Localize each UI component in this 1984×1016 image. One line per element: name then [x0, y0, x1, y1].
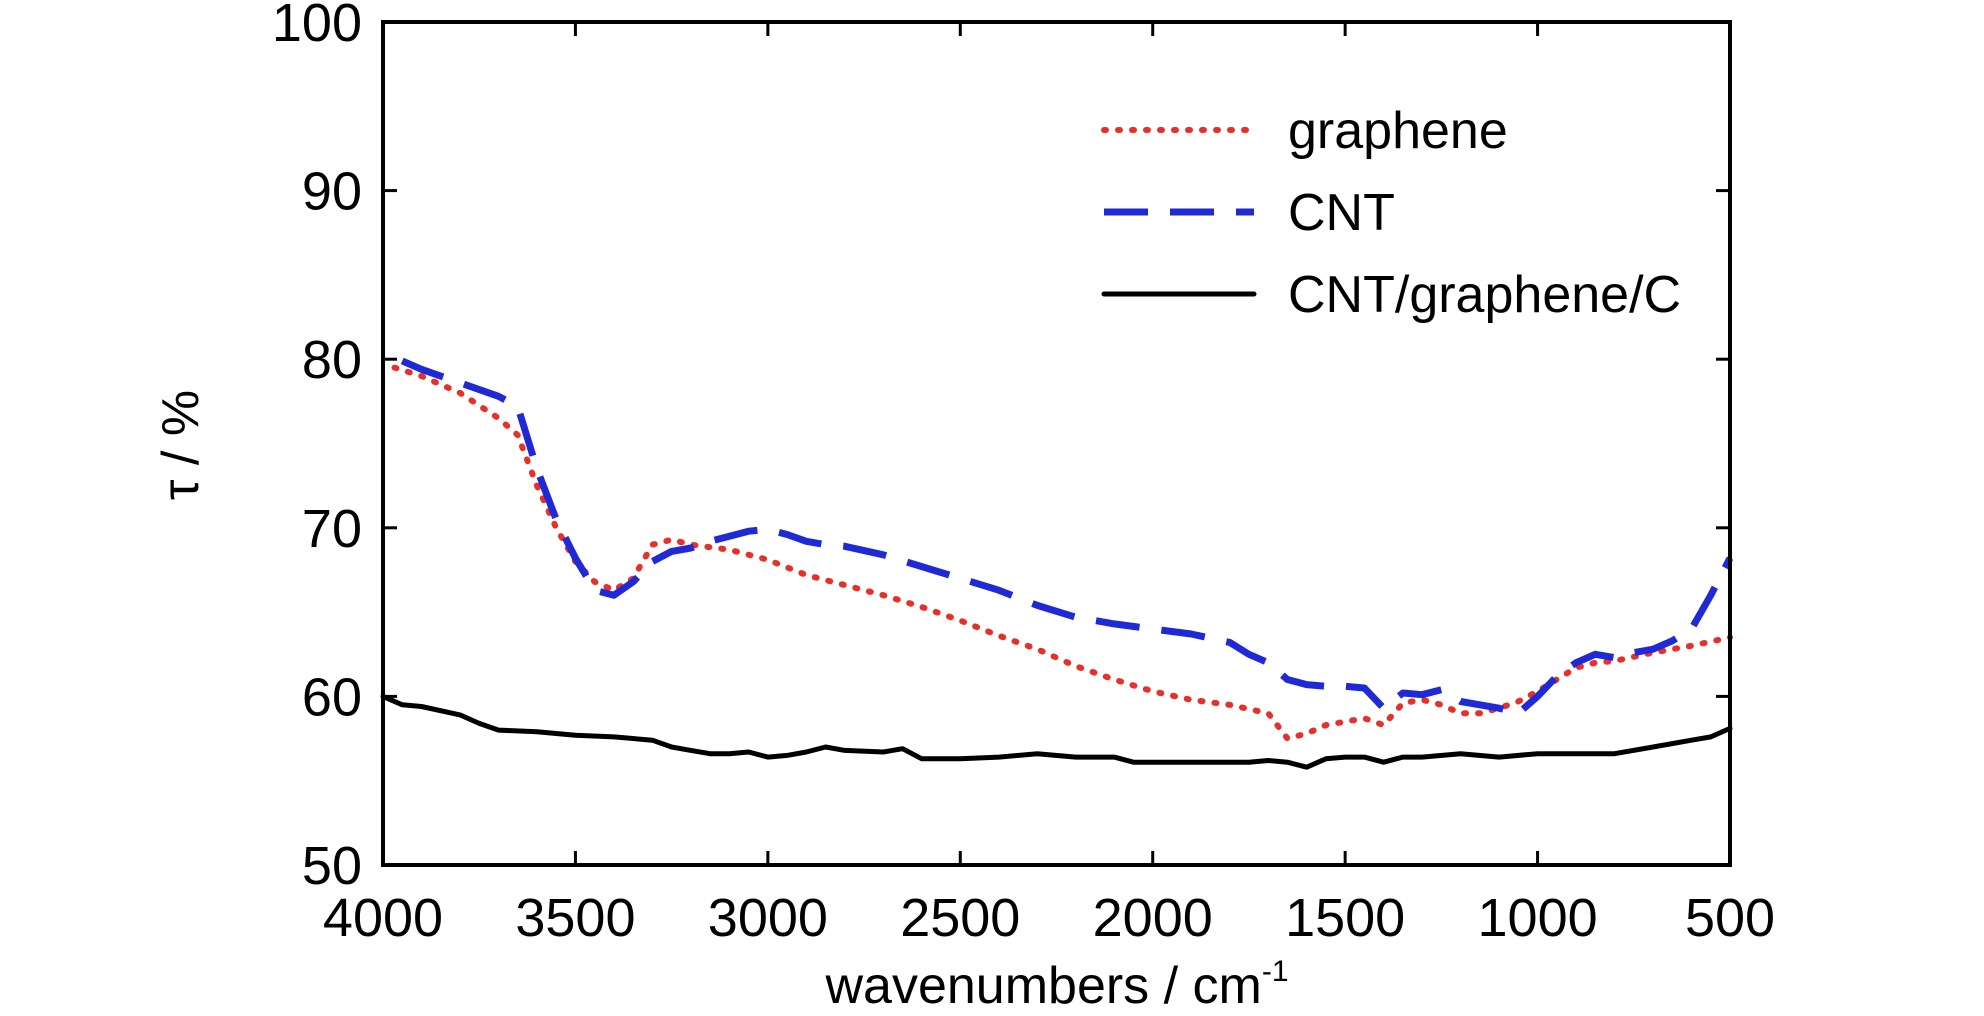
y-axis-label: τ / % — [152, 390, 210, 500]
y-tick-label: 90 — [302, 162, 362, 222]
y-tick-label: 70 — [302, 499, 362, 559]
x-tick-label: 2500 — [900, 888, 1020, 948]
x-axis-title: wavenumbers / cm-1 — [824, 955, 1288, 1015]
x-tick-label: 1000 — [1478, 888, 1598, 948]
y-tick-label: 50 — [302, 836, 362, 896]
legend: graphene CNT CNT/graphene/C — [1101, 102, 1681, 324]
x-tick-label: 4000 — [323, 888, 443, 948]
x-tick-label: 1500 — [1285, 888, 1405, 948]
x-tick-label: 3500 — [515, 888, 635, 948]
y-axis: 50 60 70 80 90 100 — [272, 0, 1730, 896]
svg-text:wavenumbers / cm-1: wavenumbers / cm-1 — [824, 955, 1288, 1015]
axes-frame — [381, 20, 1732, 867]
x-axis-label: wavenumbers / cm — [824, 957, 1261, 1015]
series-line-cnt — [400, 357, 1734, 717]
x-tick-label: 3000 — [708, 888, 828, 948]
legend-label-graphene: graphene — [1288, 102, 1508, 160]
x-axis: 4000 3500 3000 2500 2000 1500 1000 500 — [323, 22, 1775, 948]
legend-label-cnt-graphene-c: CNT/graphene/C — [1288, 266, 1681, 324]
series-line-cnt-graphene-c — [380, 693, 1733, 770]
series-line-graphene — [391, 364, 1733, 742]
x-tick-label: 500 — [1685, 888, 1775, 948]
y-tick-label: 80 — [302, 330, 362, 390]
y-tick-label: 60 — [302, 667, 362, 727]
legend-label-cnt: CNT — [1288, 184, 1395, 242]
y-tick-label: 100 — [272, 0, 362, 53]
x-axis-label-superscript: -1 — [1262, 955, 1289, 988]
plot-area — [380, 357, 1734, 770]
x-tick-label: 2000 — [1093, 888, 1213, 948]
